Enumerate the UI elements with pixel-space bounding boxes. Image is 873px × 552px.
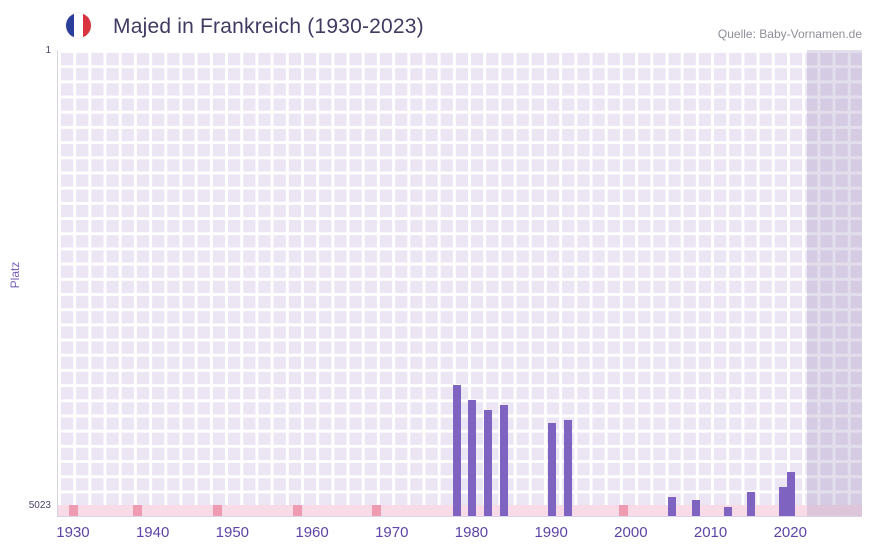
x-tick-1960: 1960 [295,524,329,541]
future-years-shaded-region [807,50,862,516]
source-attribution: Quelle: Baby-Vornamen.de [717,27,862,41]
y-tick-top: 1 [45,45,51,56]
y-tick-bottom: 5023 [28,500,51,511]
plot-area [57,50,862,517]
chart-region: 1 5023 1930 1940 1950 1960 1970 1980 1990 2000 2… [29,45,862,541]
no-data-marker-1948 [212,505,222,516]
flag-white-stripe [74,13,83,38]
y-axis-label: Platz [8,261,22,289]
france-flag-icon [66,13,91,38]
no-data-marker-1958 [292,505,302,516]
x-tick-2010: 2010 [693,524,728,541]
no-data-marker-1999 [619,505,629,516]
rank-bar-1990 [548,422,557,516]
rank-bar-1984 [500,404,509,516]
x-tick-2020: 2020 [773,524,807,541]
no-data-marker-1938 [133,505,143,516]
x-tick-1980: 1980 [454,524,489,541]
x-tick-1940: 1940 [135,524,170,541]
rank-bar-2015 [747,492,756,516]
rank-bar-2012 [723,506,732,516]
rank-bar-1992 [564,420,573,516]
x-tick-1930: 1930 [56,524,90,541]
x-tick-2000: 2000 [614,524,648,541]
rank-bar-1980 [468,400,477,516]
x-tick-1990: 1990 [534,524,568,541]
x-tick-1950: 1950 [215,524,250,541]
rank-bar-2005 [667,496,676,516]
no-data-marker-1930 [69,505,79,516]
rank-bar-1978 [452,384,461,516]
rank-bar-1982 [484,410,493,516]
page-title: Majed in Frankreich (1930-2023) [113,15,424,38]
flag-blue-stripe [66,13,75,38]
no-data-marker-1968 [372,505,382,516]
rank-bar-2019 [779,486,788,516]
x-tick-1970: 1970 [375,524,409,541]
rank-bar-2020 [787,472,796,516]
flag-red-stripe [82,13,91,38]
rank-bar-2008 [691,499,700,516]
